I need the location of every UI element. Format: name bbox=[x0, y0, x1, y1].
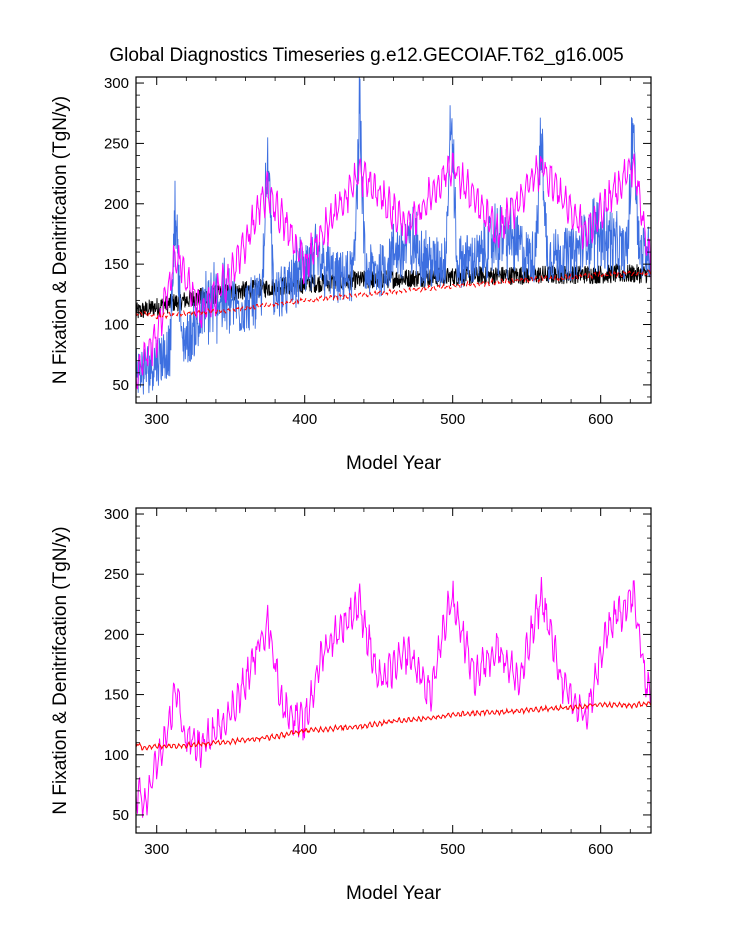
y-tick-label: 250 bbox=[104, 566, 129, 583]
top-axis-ticks: 300 400 500 600 50 100 150 200 250 300 bbox=[104, 75, 651, 428]
x-tick-label: 600 bbox=[588, 841, 613, 858]
series-red-line bbox=[136, 269, 651, 320]
top-x-axis-label: Model Year bbox=[346, 453, 442, 474]
y-tick-label: 50 bbox=[112, 807, 129, 824]
bottom-axis-ticks: 300 400 500 600 50 100 150 200 250 300 bbox=[104, 506, 651, 858]
bottom-y-axis-label: N Fixation & Denitrifcation (TgN/y) bbox=[50, 526, 71, 814]
y-tick-label: 200 bbox=[104, 196, 129, 213]
x-tick-label: 500 bbox=[440, 841, 465, 858]
y-tick-label: 100 bbox=[104, 317, 129, 334]
y-tick-label: 200 bbox=[104, 626, 129, 643]
panel-top: 300 400 500 600 50 100 150 200 250 300 Model Year… bbox=[50, 75, 652, 474]
y-tick-label: 300 bbox=[104, 506, 129, 523]
series-magenta-line bbox=[136, 576, 651, 818]
y-tick-label: 50 bbox=[112, 377, 129, 394]
bottom-x-axis-label: Model Year bbox=[346, 883, 442, 904]
y-tick-label: 100 bbox=[104, 747, 129, 764]
x-tick-label: 300 bbox=[144, 411, 169, 428]
y-tick-label: 300 bbox=[104, 75, 129, 92]
y-tick-label: 150 bbox=[104, 256, 129, 273]
figure-title: Global Diagnostics Timeseries g.e12.GECO… bbox=[109, 45, 624, 66]
x-tick-label: 400 bbox=[292, 841, 317, 858]
series-magenta-line bbox=[136, 152, 651, 390]
x-tick-label: 300 bbox=[144, 841, 169, 858]
panel-bottom: 300 400 500 600 50 100 150 200 250 300 Model Year… bbox=[50, 506, 652, 904]
series-red-line bbox=[136, 700, 651, 751]
bottom-plot-frame bbox=[135, 507, 652, 834]
top-y-axis-label: N Fixation & Denitrifcation (TgN/y) bbox=[50, 96, 71, 384]
x-tick-label: 400 bbox=[292, 411, 317, 428]
y-tick-label: 250 bbox=[104, 135, 129, 152]
x-tick-label: 600 bbox=[588, 411, 613, 428]
y-tick-label: 150 bbox=[104, 687, 129, 704]
x-tick-label: 500 bbox=[440, 411, 465, 428]
series-blue-line bbox=[136, 77, 651, 395]
